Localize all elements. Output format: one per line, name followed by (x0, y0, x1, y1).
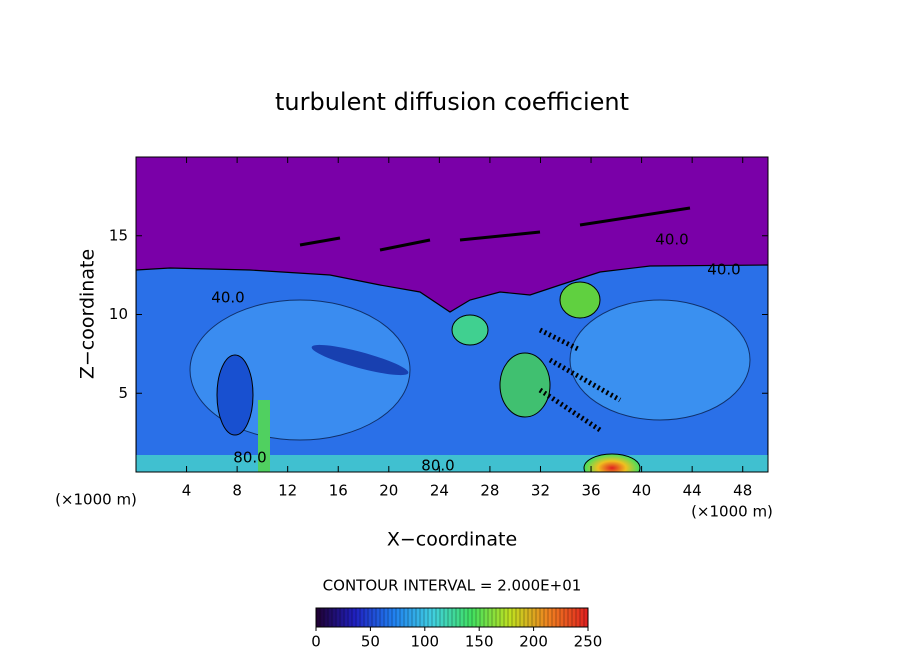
y-axis-label: Z−coordinate (77, 249, 99, 379)
contour (258, 400, 270, 472)
contour-label: 80.0 (421, 457, 454, 475)
x-tick-label: 44 (683, 482, 702, 500)
chart-title: turbulent diffusion coefficient (275, 88, 629, 116)
contour (559, 281, 601, 319)
contour (538, 327, 622, 433)
contour (451, 314, 489, 346)
contour (299, 206, 691, 252)
x-tick-label: 4 (182, 482, 192, 500)
colorbar-tick-label: 100 (410, 633, 439, 651)
colorbar-tick-label: 150 (465, 633, 494, 651)
x-unit-label: (×1000 m) (55, 491, 137, 509)
y-tick-label: 10 (109, 305, 128, 323)
contour (569, 299, 751, 421)
contour (583, 453, 641, 472)
x-tick-label: 32 (531, 482, 550, 500)
contour-label: 40.0 (707, 261, 740, 279)
x-tick-label: 40 (632, 482, 651, 500)
x-tick-label: 36 (581, 482, 600, 500)
field (136, 157, 768, 472)
x-tick-label: 16 (329, 482, 348, 500)
x-tick-label: 24 (430, 482, 449, 500)
colorbar-tick-label: 250 (574, 633, 603, 651)
colorbar-tick-label: 50 (361, 633, 380, 651)
x-tick-label: 12 (278, 482, 297, 500)
contour-label: 40.0 (655, 231, 688, 249)
x-tick-label: 48 (733, 482, 752, 500)
x-tick-label: 28 (480, 482, 499, 500)
y-tick-label: 15 (109, 226, 128, 244)
x-unit-label: (×1000 m) (691, 503, 773, 521)
contour (311, 344, 409, 376)
colorbar-tick-label: 0 (311, 633, 321, 651)
x-tick-label: 20 (379, 482, 398, 500)
y-tick-label: 5 (118, 384, 128, 402)
contour (499, 352, 551, 418)
x-axis-label: X−coordinate (387, 529, 517, 551)
contour-label: 80.0 (233, 449, 266, 467)
x-tick-label: 8 (232, 482, 242, 500)
contour (216, 354, 254, 436)
contour-label: 40.0 (211, 289, 244, 307)
colorbar-tick-label: 200 (519, 633, 548, 651)
colorbar-label: CONTOUR INTERVAL = 2.000E+01 (323, 577, 582, 595)
